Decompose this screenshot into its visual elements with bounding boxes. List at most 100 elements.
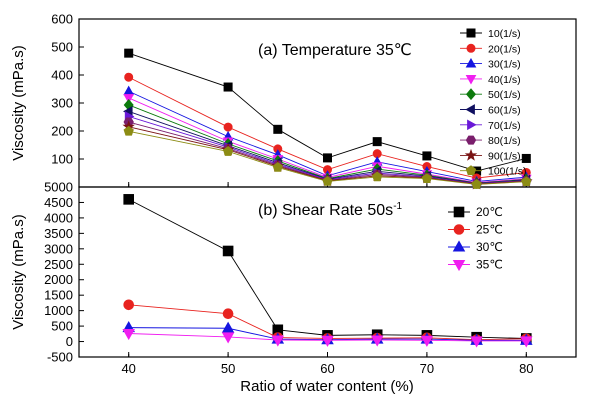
series-line <box>128 304 527 341</box>
data-point <box>420 335 434 347</box>
x-tick-label: 40 <box>121 361 135 376</box>
legend-item: 70(1/s) <box>460 119 521 132</box>
data-point <box>222 308 234 320</box>
data-point <box>272 161 283 172</box>
data-point <box>422 151 432 161</box>
legend-label: 25℃ <box>476 223 503 237</box>
panel-b-series <box>122 194 533 348</box>
legend-label: 70(1/s) <box>488 120 521 132</box>
data-point <box>421 173 433 183</box>
series-line <box>128 198 527 339</box>
legend-marker <box>453 206 465 218</box>
legend-label: 40(1/s) <box>488 74 521 86</box>
panel-a-legend: 10(1/s) 20(1/s) 30(1/s) 40(1/s) 50(1/s) 60(1/… <box>460 28 527 178</box>
legend-item: 35℃ <box>448 258 503 272</box>
data-point <box>471 179 482 189</box>
series-line <box>128 333 527 342</box>
y-tick-label: 2000 <box>44 272 73 287</box>
x-tick-label: 70 <box>420 361 434 376</box>
legend-marker <box>465 57 477 68</box>
legend-item: 60(1/s) <box>460 104 521 117</box>
y-tick-label: 300 <box>51 96 73 111</box>
series-100(1/s) <box>123 125 532 189</box>
data-point <box>221 332 235 344</box>
panel-a-series <box>122 48 533 190</box>
panel-b-title-superscript: -1 <box>393 201 402 212</box>
y-tick-label: 3000 <box>44 241 73 256</box>
y-tick-label: 3500 <box>44 226 73 241</box>
data-point <box>372 171 383 182</box>
legend-marker <box>464 148 478 161</box>
panel-b: -500050010001500200025003000350040004500… <box>44 180 533 377</box>
legend-item: 10(1/s) <box>460 28 521 40</box>
legend-label: 35℃ <box>476 258 503 272</box>
panel-a: 100 200 300 400 500 600 10(1/s) 20(1/s) 30(1/s)… <box>51 12 533 190</box>
series-line <box>128 130 527 185</box>
series-line <box>128 97 527 183</box>
panel-b-title-text: (b) Shear Rate 50s <box>258 202 393 219</box>
data-point <box>223 82 233 92</box>
legend-item: 50(1/s) <box>460 88 521 101</box>
data-point <box>521 153 531 163</box>
data-point <box>222 146 234 156</box>
data-point <box>321 335 334 347</box>
legend-marker <box>466 28 476 38</box>
data-point <box>123 125 134 136</box>
data-point <box>322 175 333 186</box>
y-tick-label: 5000 <box>44 180 73 195</box>
y-tick-label: 4000 <box>44 210 73 225</box>
legend-marker <box>465 165 477 176</box>
legend-label: 30℃ <box>476 240 503 254</box>
legend-label: 50(1/s) <box>488 89 521 101</box>
legend-item: 40(1/s) <box>460 74 521 86</box>
data-point <box>221 321 235 333</box>
y-tick-label: 500 <box>51 40 73 55</box>
legend-item: 25℃ <box>448 223 503 237</box>
data-point <box>322 153 332 163</box>
data-point <box>271 335 285 347</box>
panel-b-x-axis: 40 50 60 70 80 <box>121 352 534 376</box>
y-tick-label: 600 <box>51 12 73 27</box>
panel-a-title: (a) Temperature 35℃ <box>258 42 412 59</box>
legend-label: 20(1/s) <box>488 43 521 55</box>
data-point <box>124 48 134 58</box>
panel-a-y-axis-title: Viscosity (mPa.s) <box>10 45 27 161</box>
legend-item: 100(1/s) <box>460 165 527 178</box>
y-tick-label: 1000 <box>44 303 73 318</box>
data-point <box>273 124 283 134</box>
legend-marker <box>452 240 466 252</box>
panel-b-y-axis-title: Viscosity (mPa.s) <box>10 214 27 330</box>
legend-item: 30(1/s) <box>460 57 521 71</box>
legend-item: 20(1/s) <box>460 43 521 55</box>
data-point <box>123 194 134 205</box>
data-point <box>520 336 533 348</box>
legend-marker <box>467 119 477 131</box>
data-point <box>372 137 382 147</box>
y-tick-label: 500 <box>51 319 73 334</box>
y-tick-label: 4500 <box>44 195 73 210</box>
legend-item: 30℃ <box>448 240 503 254</box>
data-point <box>123 94 135 104</box>
legend-marker <box>453 224 465 235</box>
legend-marker <box>466 43 476 53</box>
series-line <box>128 90 527 182</box>
series-line <box>128 327 527 341</box>
data-point <box>124 72 134 82</box>
x-tick-label: 60 <box>320 361 334 376</box>
legend-marker <box>465 88 477 101</box>
data-point <box>370 335 384 347</box>
legend-label: 100(1/s) <box>488 166 527 178</box>
legend-marker <box>452 259 466 272</box>
y-tick-label: 400 <box>51 68 73 83</box>
legend-marker <box>465 135 477 145</box>
data-point <box>123 85 135 96</box>
series-35℃ <box>122 328 533 348</box>
legend-label: 60(1/s) <box>488 105 521 117</box>
x-tick-label: 80 <box>519 361 533 376</box>
y-tick-label: 1500 <box>44 288 73 303</box>
y-tick-label: 0 <box>66 334 73 349</box>
panel-a-y-axis: 100 200 300 400 500 600 <box>51 12 84 167</box>
y-tick-label: 100 <box>51 152 73 167</box>
panel-b-legend: 20℃ 25℃ 30℃ 35℃ <box>448 205 503 272</box>
panel-b-y-axis: -500050010001500200025003000350040004500… <box>44 180 84 365</box>
